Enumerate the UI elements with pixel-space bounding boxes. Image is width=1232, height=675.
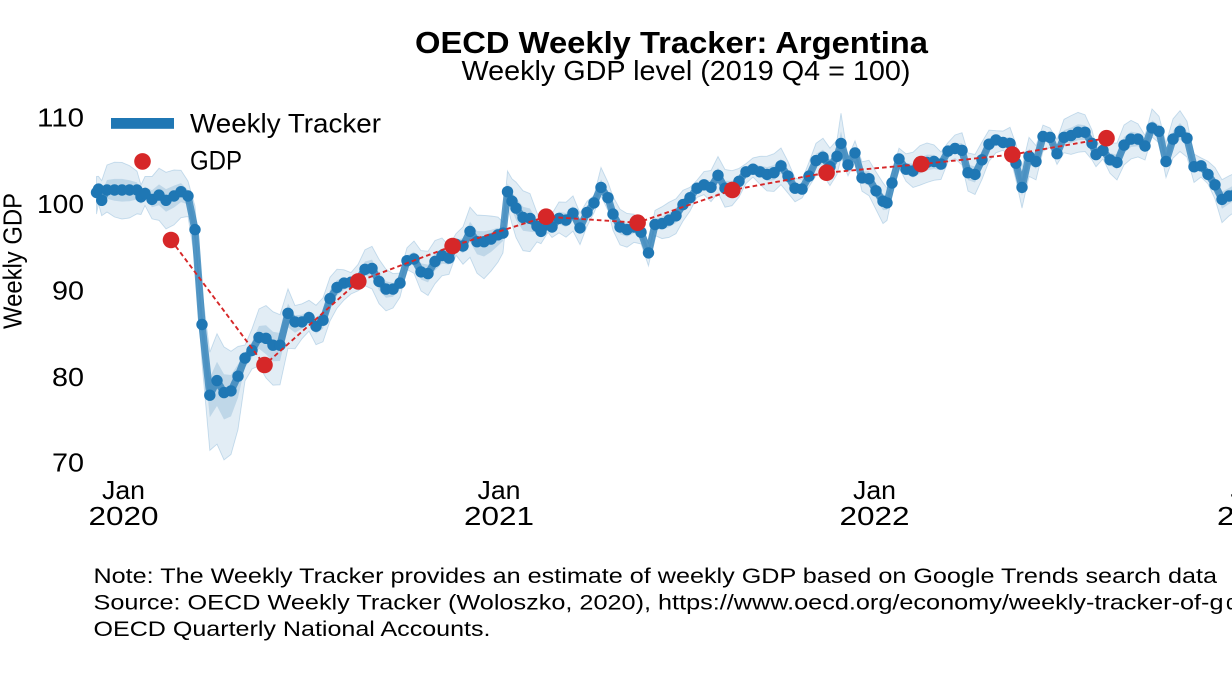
svg-text:Weekly GDP: Weekly GDP: [0, 193, 28, 329]
svg-text:90: 90: [52, 276, 84, 306]
svg-text:Weekly Tracker: Weekly Tracker: [190, 109, 381, 139]
svg-text:2022: 2022: [840, 501, 910, 531]
svg-text:Weekly GDP level (2019 Q4 = 10: Weekly GDP level (2019 Q4 = 100): [462, 55, 911, 86]
svg-text:110: 110: [37, 103, 84, 133]
svg-text:Source: OECD Weekly Tracker (W: Source: OECD Weekly Tracker (Woloszko, 2…: [94, 591, 1224, 615]
svg-text:Note: The Weekly Tracker provi: Note: The Weekly Tracker provides an est…: [94, 564, 1218, 588]
svg-text:OECD Quarterly National Accoun: OECD Quarterly National Accounts.: [94, 617, 491, 641]
svg-text:80: 80: [52, 362, 84, 392]
svg-text:2020: 2020: [89, 501, 159, 531]
svg-text:2023: 2023: [1217, 501, 1232, 531]
svg-text:GDP: GDP: [190, 146, 242, 176]
svg-text:dp-growth.htm: dp-growth.htm: [1226, 591, 1232, 615]
svg-text:2021: 2021: [464, 501, 534, 531]
svg-text:100: 100: [37, 189, 84, 219]
svg-text:70: 70: [52, 448, 84, 478]
